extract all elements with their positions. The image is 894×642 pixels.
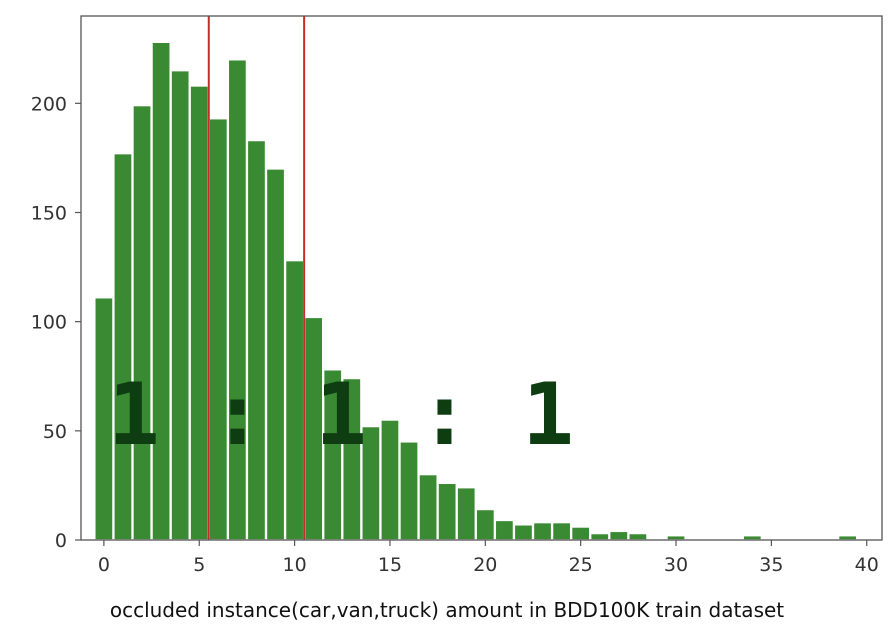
bar-17 — [418, 473, 439, 541]
x-tick-label-15: 15 — [378, 554, 402, 576]
x-tick-label-30: 30 — [664, 554, 688, 576]
x-tick-label-25: 25 — [569, 554, 593, 576]
bar-2 — [132, 104, 152, 541]
bar-22 — [513, 523, 534, 541]
x-ticks: 0 5 10 15 20 25 30 35 40 — [98, 540, 879, 576]
bar-4 — [170, 69, 191, 541]
bar-1 — [113, 152, 133, 541]
bar-26 — [589, 532, 610, 541]
ratio-annotation: 1 : 1 : 1 — [108, 365, 574, 465]
x-tick-label-35: 35 — [759, 554, 783, 576]
plot-frame — [80, 15, 883, 541]
x-tick-label-5: 5 — [193, 554, 205, 576]
x-tick-label-20: 20 — [473, 554, 497, 576]
y-tick-label-100: 100 — [31, 312, 67, 334]
bar-19 — [456, 486, 477, 541]
bars-group — [93, 41, 858, 541]
bar-23 — [532, 521, 553, 541]
bar-5 — [189, 85, 210, 541]
y-ticks: 0 50 100 150 200 — [31, 93, 81, 552]
bar-27 — [608, 530, 629, 541]
bar-7 — [227, 58, 248, 541]
bar-9 — [265, 168, 286, 541]
bar-25 — [570, 526, 591, 541]
y-tick-label-200: 200 — [31, 93, 67, 115]
x-axis-caption: occluded instance(car,van,truck) amount … — [109, 598, 785, 622]
threshold-lines — [207, 16, 306, 540]
bar-21 — [494, 519, 515, 541]
bar-3 — [151, 41, 172, 541]
y-tick-label-0: 0 — [55, 530, 67, 552]
chart-svg: 0 5 10 15 20 25 30 35 40 0 50 100 150 200 1 : 1 : 1 — [31, 15, 883, 576]
y-tick-label-50: 50 — [43, 421, 67, 443]
bar-30 — [666, 534, 686, 541]
bar-18 — [437, 482, 458, 541]
x-tick-label-0: 0 — [98, 554, 110, 576]
bar-34 — [742, 534, 763, 541]
bar-28 — [627, 532, 648, 541]
x-tick-label-40: 40 — [855, 554, 879, 576]
bar-6 — [208, 117, 229, 541]
axes-group — [80, 15, 883, 541]
bar-20 — [475, 508, 496, 541]
bar-39 — [837, 534, 858, 541]
bar-24 — [551, 521, 572, 541]
histogram-chart: 0 5 10 15 20 25 30 35 40 0 50 100 150 200 1 : 1 : 1 — [31, 15, 883, 576]
y-tick-label-150: 150 — [31, 203, 67, 225]
bar-8 — [246, 139, 267, 541]
x-tick-label-10: 10 — [283, 554, 307, 576]
